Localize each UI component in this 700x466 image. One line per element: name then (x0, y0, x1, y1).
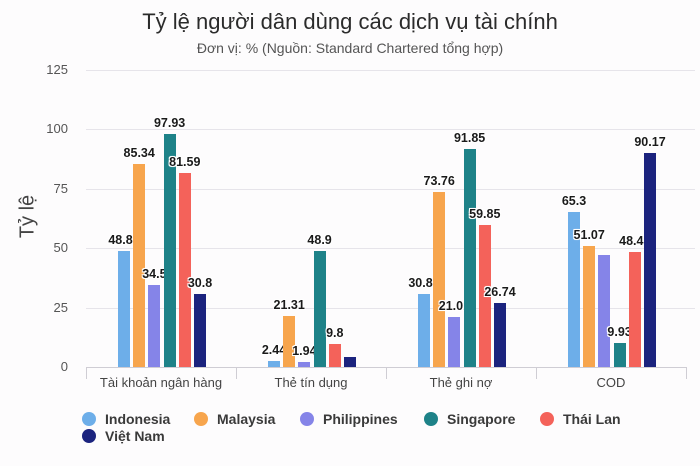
data-label: 30.8 (187, 275, 213, 290)
x-axis-divider (386, 367, 387, 379)
y-tick-label: 125 (46, 62, 68, 77)
data-label: 21.31 (273, 298, 305, 313)
gridline (86, 70, 695, 71)
gridline (86, 248, 695, 249)
bar-indonesia[interactable] (268, 361, 280, 367)
legend-label: Malaysia (217, 411, 276, 427)
bar-việt-nam[interactable] (644, 152, 656, 367)
data-label: 30.81 (408, 275, 440, 290)
legend-swatch-icon (424, 412, 438, 426)
x-tick-label: Thẻ ghi nợ (429, 375, 493, 390)
data-label: 51.07 (573, 227, 605, 242)
legend-label: Singapore (447, 411, 516, 427)
bar-thái-lan[interactable] (178, 173, 191, 367)
bar-singapore[interactable] (613, 343, 626, 367)
legend-label: Thái Lan (563, 411, 621, 427)
bar-thái-lan[interactable] (478, 224, 491, 367)
legend-item-indonesia[interactable]: Indonesia (82, 411, 170, 427)
gridline (86, 308, 695, 309)
data-label: 48.86 (108, 232, 140, 247)
bar-việt-nam[interactable] (344, 357, 356, 367)
bar-philippines[interactable] (448, 317, 461, 367)
gridline (86, 189, 695, 190)
legend-item-việt-nam[interactable]: Việt Nam (82, 428, 165, 444)
bar-singapore[interactable] (463, 148, 476, 367)
legend-label: Indonesia (105, 411, 171, 427)
data-label: 2.44 (261, 343, 287, 358)
x-axis-divider (86, 367, 87, 379)
y-tick-label: 50 (53, 240, 68, 255)
legend-swatch-icon (540, 412, 554, 426)
data-label: 85.34 (123, 146, 155, 161)
y-tick-label: 100 (46, 121, 68, 136)
data-label: 48.9 (307, 232, 332, 247)
data-label: 97.93 (153, 116, 186, 131)
data-label: 65.3 (561, 193, 587, 208)
bar-malaysia[interactable] (133, 164, 146, 367)
data-label: 73.76 (423, 173, 455, 188)
bar-philippines[interactable] (298, 362, 311, 367)
bar-indonesia[interactable] (568, 211, 580, 367)
bar-việt-nam[interactable] (194, 293, 206, 367)
bar-philippines[interactable] (598, 255, 611, 367)
bar-singapore[interactable] (313, 250, 326, 367)
legend-item-singapore[interactable]: Singapore (424, 411, 515, 427)
bar-indonesia[interactable] (118, 250, 130, 367)
y-tick-label: 25 (53, 300, 68, 315)
data-label: 59.85 (469, 206, 501, 221)
chart-subtitle: Đơn vị: % (Nguồn: Standard Chartered tổn… (196, 40, 504, 56)
x-tick-label: Tài khoản ngân hàng (99, 375, 223, 390)
legend-swatch-icon (82, 429, 96, 443)
y-tick-label: 0 (60, 359, 68, 374)
data-label: 90.17 (634, 134, 666, 149)
bar-thái-lan[interactable] (328, 343, 341, 367)
bar-malaysia[interactable] (283, 316, 296, 367)
x-axis-divider (236, 367, 237, 379)
bar-singapore[interactable] (163, 134, 176, 367)
legend-item-philippines[interactable]: Philippines (300, 411, 398, 427)
legend-swatch-icon (300, 412, 314, 426)
data-label: 34.5 (142, 267, 167, 282)
bar-malaysia[interactable] (433, 191, 446, 367)
data-label: 26.74 (484, 285, 516, 300)
data-label: 91.85 (453, 130, 486, 145)
chart-title: Tỷ lệ người dân dùng các dịch vụ tài chí… (142, 9, 558, 34)
x-axis-divider (686, 367, 687, 379)
y-tick-label: 75 (53, 181, 68, 196)
legend-label: Việt Nam (105, 428, 165, 444)
legend-swatch-icon (82, 412, 96, 426)
bar-việt-nam[interactable] (494, 303, 506, 367)
data-label: 9.93 (607, 325, 632, 340)
data-label: 81.59 (169, 155, 201, 170)
legend-label: Philippines (323, 411, 398, 427)
data-label: 48.49 (619, 233, 651, 248)
gridline (86, 129, 695, 130)
bar-thái-lan[interactable] (628, 251, 641, 367)
data-label: 1.94 (292, 344, 317, 359)
x-axis-divider (536, 367, 537, 379)
bar-malaysia[interactable] (583, 245, 596, 367)
data-label: 9.8 (326, 325, 344, 340)
legend-swatch-icon (194, 412, 208, 426)
x-tick-label: Thẻ tín dụng (274, 375, 348, 390)
bar-indonesia[interactable] (418, 293, 430, 367)
x-tick-label: COD (596, 375, 626, 390)
legend-item-malaysia[interactable]: Malaysia (194, 411, 275, 427)
legend-item-thái-lan[interactable]: Thái Lan (540, 411, 621, 427)
bar-philippines[interactable] (148, 285, 161, 367)
data-label: 21.01 (438, 299, 471, 314)
